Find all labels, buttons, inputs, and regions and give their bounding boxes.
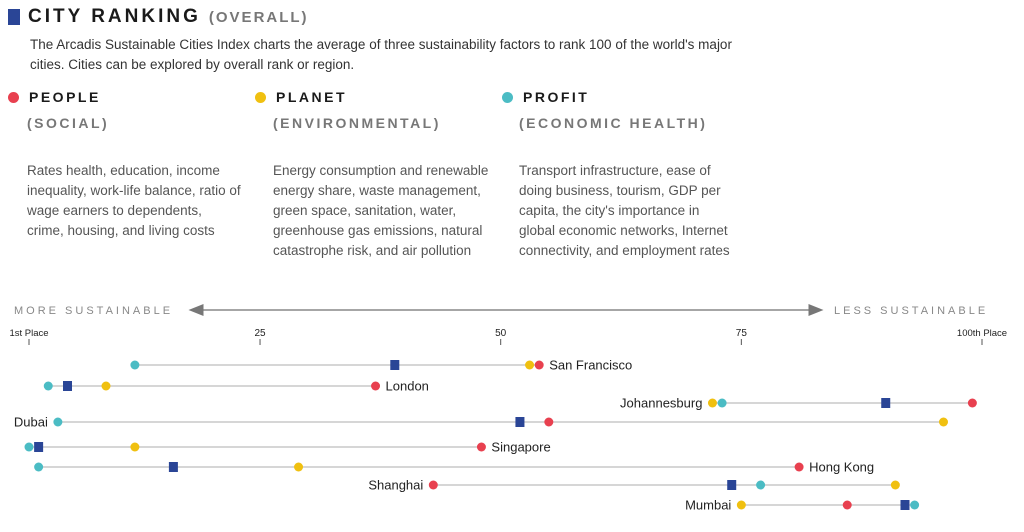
tick-label: 100th Place [957,328,1007,339]
people-rank-dot [544,417,554,427]
people-rank-dot [534,360,544,370]
factor-name: PROFIT [523,89,590,105]
city-row: Singapore [24,440,551,455]
people-rank-dot [428,480,438,490]
planet-rank-dot [130,442,140,452]
profit-rank-dot [24,442,34,452]
city-label: Hong Kong [809,460,874,475]
factor-sub: (SOCIAL) [27,115,110,131]
city-row: Dubai [14,415,948,430]
city-row: Hong Kong [34,460,874,475]
overall-rank-marker [390,360,400,370]
title-text: CITY RANKING [28,6,201,27]
factor-sub: (ECONOMIC HEALTH) [519,115,708,131]
tick-label: 25 [254,328,266,339]
profit-rank-dot [53,417,63,427]
tick-label: 75 [736,328,748,339]
more-sustainable-label: MORE SUSTAINABLE [14,305,173,317]
profit-dot-icon [502,91,513,103]
city-row: London [43,379,429,394]
city-row: San Francisco [130,358,632,373]
city-label: Singapore [491,440,550,455]
people-rank-dot [371,381,381,391]
city-label: Mumbai [685,498,731,513]
page-title: CITY RANKING (OVERALL) [28,6,309,28]
factor-sub: (ENVIRONMENTAL) [273,115,441,131]
factor-name: PEOPLE [29,89,101,105]
profit-rank-dot [910,500,920,510]
planet-rank-dot [707,398,717,408]
overall-rank-marker [900,500,910,510]
factor-desc: Rates health, education, income inequali… [27,163,241,238]
city-label: Dubai [14,415,48,430]
city-row: Shanghai [368,478,900,493]
planet-rank-dot [101,381,111,391]
profit-rank-dot [43,381,53,391]
people-rank-dot [794,462,804,472]
overall-rank-marker [168,462,178,472]
profit-rank-dot [130,360,140,370]
overall-rank-marker [881,398,891,408]
profit-rank-dot [756,480,766,490]
factor-desc: Transport infrastructure, ease of doing … [519,163,730,258]
overall-rank-marker [63,381,73,391]
city-row: Johannesburg [620,396,977,411]
overall-rank-marker [515,417,525,427]
city-row: Mumbai [685,498,920,513]
factor-desc: Energy consumption and renewable energy … [273,163,489,258]
title-marker [8,9,20,25]
factor-people: PEOPLE (SOCIAL) Rates health, education,… [8,89,241,241]
overall-rank-marker [34,442,44,452]
tick-label: 50 [495,328,507,339]
planet-rank-dot [736,500,746,510]
city-label: London [386,379,429,394]
intro-text: The Arcadis Sustainable Cities Index cha… [30,37,732,72]
planet-rank-dot [525,360,535,370]
title-subtitle: (OVERALL) [208,9,309,26]
less-sustainable-label: LESS SUSTAINABLE [834,305,988,317]
profit-rank-dot [34,462,44,472]
factor-name: PLANET [276,89,347,105]
people-dot-icon [8,91,19,103]
planet-rank-dot [938,417,948,427]
factor-profit: PROFIT (ECONOMIC HEALTH) Transport infra… [502,89,732,261]
tick-label: 1st Place [9,328,48,339]
people-rank-dot [476,442,486,452]
city-label: Johannesburg [620,396,702,411]
city-label: San Francisco [549,358,632,373]
overall-rank-marker [727,480,737,490]
factor-planet: PLANET (ENVIRONMENTAL) Energy consumptio… [255,89,488,261]
people-rank-dot [967,398,977,408]
city-label: Shanghai [368,478,423,493]
planet-dot-icon [255,91,266,103]
profit-rank-dot [717,398,727,408]
planet-rank-dot [890,480,900,490]
people-rank-dot [842,500,852,510]
planet-rank-dot [294,462,304,472]
